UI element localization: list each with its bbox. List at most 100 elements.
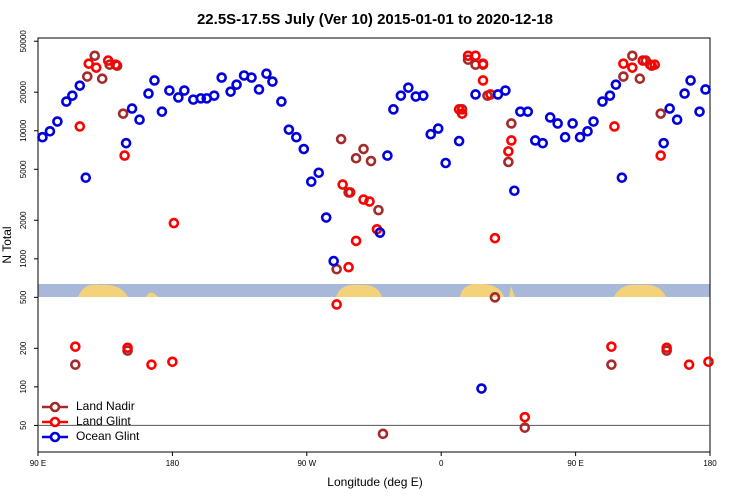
point bbox=[661, 342, 672, 354]
point bbox=[156, 106, 168, 117]
point bbox=[664, 103, 675, 114]
point bbox=[574, 131, 586, 143]
point bbox=[373, 204, 384, 216]
point bbox=[216, 72, 227, 83]
point bbox=[500, 85, 511, 96]
point bbox=[44, 126, 56, 137]
point bbox=[440, 157, 451, 169]
y-tick-label: 20000 bbox=[19, 81, 28, 104]
y-tick-label: 5000 bbox=[19, 160, 28, 178]
point bbox=[305, 176, 317, 188]
y-tick-label: 200 bbox=[19, 341, 28, 355]
point bbox=[149, 75, 160, 86]
point bbox=[618, 58, 629, 69]
point bbox=[658, 137, 670, 149]
point bbox=[506, 118, 517, 129]
point bbox=[627, 62, 638, 73]
y-tick-label: 50000 bbox=[19, 30, 28, 53]
point bbox=[179, 85, 190, 96]
point bbox=[143, 88, 154, 99]
point bbox=[110, 59, 121, 70]
point bbox=[559, 131, 571, 143]
point bbox=[703, 356, 714, 368]
point bbox=[477, 75, 489, 86]
point bbox=[253, 84, 265, 95]
point bbox=[382, 150, 393, 161]
point bbox=[417, 90, 429, 101]
point bbox=[506, 135, 517, 146]
x-axis-label: Longitude (deg E) bbox=[327, 475, 422, 489]
point bbox=[358, 194, 369, 205]
point bbox=[609, 121, 620, 132]
point bbox=[403, 82, 414, 93]
x-tick-label: 90 E bbox=[567, 459, 583, 468]
legend-label: Land Glint bbox=[76, 414, 131, 428]
point bbox=[168, 217, 180, 229]
point bbox=[173, 92, 184, 103]
point bbox=[477, 58, 489, 69]
point bbox=[225, 86, 236, 97]
point bbox=[453, 135, 465, 147]
point bbox=[126, 103, 138, 114]
point bbox=[276, 96, 287, 107]
x-tick-label: 90 W bbox=[297, 459, 316, 468]
point bbox=[425, 128, 437, 140]
point bbox=[52, 116, 63, 127]
point bbox=[364, 196, 375, 207]
point bbox=[606, 341, 617, 352]
point bbox=[655, 108, 667, 119]
point bbox=[74, 80, 86, 91]
point bbox=[522, 106, 534, 117]
point bbox=[432, 123, 444, 134]
point bbox=[627, 50, 638, 62]
legend-marker bbox=[49, 431, 61, 443]
point bbox=[377, 428, 389, 440]
point bbox=[634, 73, 646, 84]
point bbox=[96, 73, 108, 84]
point bbox=[313, 167, 325, 179]
point bbox=[597, 96, 608, 107]
legend-marker bbox=[49, 401, 61, 413]
y-tick-label: 2000 bbox=[19, 211, 28, 229]
point bbox=[519, 422, 531, 433]
point bbox=[618, 71, 629, 82]
point bbox=[328, 255, 339, 267]
point bbox=[61, 96, 72, 107]
point bbox=[544, 112, 556, 123]
point bbox=[610, 79, 622, 90]
point bbox=[388, 104, 399, 115]
point bbox=[694, 106, 705, 117]
point bbox=[683, 359, 695, 370]
x-tick-label: 0 bbox=[439, 459, 444, 468]
x-tick-label: 90 E bbox=[30, 459, 46, 468]
point bbox=[117, 108, 129, 119]
chart-title: 22.5S-17.5S July (Ver 10) 2015-01-01 to … bbox=[197, 11, 553, 28]
point bbox=[567, 118, 578, 129]
point bbox=[343, 261, 354, 273]
point bbox=[231, 79, 242, 90]
point bbox=[700, 84, 711, 95]
point bbox=[167, 356, 178, 368]
point bbox=[604, 90, 616, 101]
y-axis-label: N Total bbox=[0, 226, 14, 263]
point bbox=[298, 143, 310, 155]
point bbox=[671, 114, 683, 125]
point bbox=[291, 131, 302, 143]
y-tick-label: 500 bbox=[19, 290, 28, 304]
point bbox=[67, 90, 78, 101]
point bbox=[503, 146, 514, 157]
point bbox=[509, 185, 520, 197]
point bbox=[358, 143, 369, 155]
point bbox=[582, 126, 593, 137]
point bbox=[616, 172, 628, 183]
point bbox=[350, 235, 362, 247]
point bbox=[489, 292, 501, 303]
point bbox=[89, 50, 101, 62]
point bbox=[267, 76, 278, 87]
point bbox=[81, 71, 93, 82]
point bbox=[503, 156, 514, 168]
point bbox=[122, 342, 133, 354]
point bbox=[337, 179, 348, 190]
point bbox=[246, 72, 257, 83]
